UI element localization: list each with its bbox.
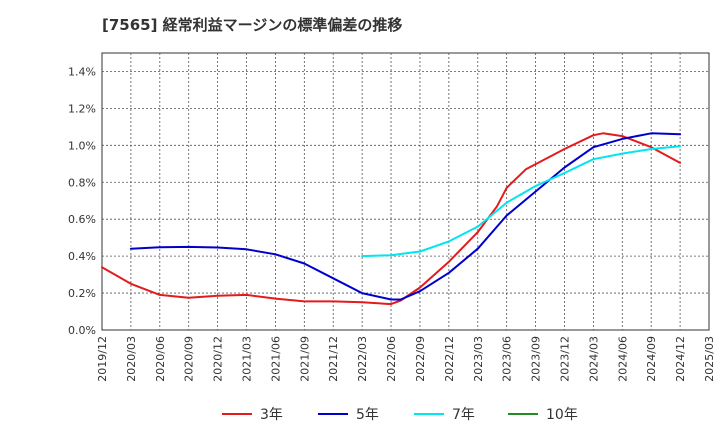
x-tick-label: 2023/12: [558, 336, 571, 382]
x-tick-label: 2022/12: [443, 336, 456, 382]
series-line-5年: [129, 132, 682, 301]
x-tick-label: 2025/03: [703, 336, 716, 382]
chart-title: [7565] 経常利益マージンの標準偏差の推移: [102, 16, 403, 34]
x-tick-label: 2021/03: [241, 336, 254, 382]
plot-area: [101, 52, 710, 331]
x-tick-label: 2023/03: [472, 336, 485, 382]
legend-label: 3年: [260, 407, 283, 423]
x-tick-label: 2021/06: [269, 336, 282, 382]
legend-label: 5年: [356, 407, 379, 423]
x-tick-label: 2020/06: [154, 336, 167, 382]
x-tick-label: 2021/12: [327, 336, 340, 382]
x-tick-label: 2020/09: [183, 336, 196, 382]
y-tick-label: 0.4%: [68, 250, 96, 263]
x-tick-label: 2022/03: [356, 336, 369, 382]
x-tick-label: 2020/03: [125, 336, 138, 382]
x-tick-label: 2022/06: [385, 336, 398, 382]
x-tick-label: 2021/09: [298, 336, 311, 382]
y-tick-label: 1.4%: [68, 65, 96, 78]
x-tick-label: 2024/06: [616, 336, 629, 382]
y-tick-labels: 0.0% 0.2% 0.4% 0.6% 0.8% 1.0% 1.2% 1.4%: [68, 65, 96, 337]
x-tick-label: 2024/03: [587, 336, 600, 382]
y-tick-label: 0.0%: [68, 324, 96, 337]
y-tick-label: 0.8%: [68, 176, 96, 189]
y-tick-label: 1.2%: [68, 102, 96, 115]
legend-label: 10年: [546, 407, 578, 423]
x-tick-label: 2023/09: [530, 336, 543, 382]
y-tick-label: 0.2%: [68, 287, 96, 300]
y-tick-label: 0.6%: [68, 213, 96, 226]
series-line-3年: [101, 132, 682, 306]
x-tick-label: 2023/06: [501, 336, 514, 382]
y-tick-label: 1.0%: [68, 139, 96, 152]
x-tick-label: 2019/12: [96, 336, 109, 382]
series-line-7年: [361, 145, 682, 258]
x-tick-labels: 2019/12 2020/03 2020/06 2020/09 2020/12 2021/…: [96, 336, 716, 382]
x-tick-label: 2024/09: [645, 336, 658, 382]
x-tick-label: 2020/12: [212, 336, 225, 382]
legend-label: 7年: [452, 407, 475, 423]
grid-lines: [102, 53, 709, 330]
legend: 3年 5年 7年 10年: [222, 407, 578, 423]
x-tick-label: 2022/09: [414, 336, 427, 382]
series-lines: [101, 132, 682, 306]
x-tick-label: 2024/12: [674, 336, 687, 382]
